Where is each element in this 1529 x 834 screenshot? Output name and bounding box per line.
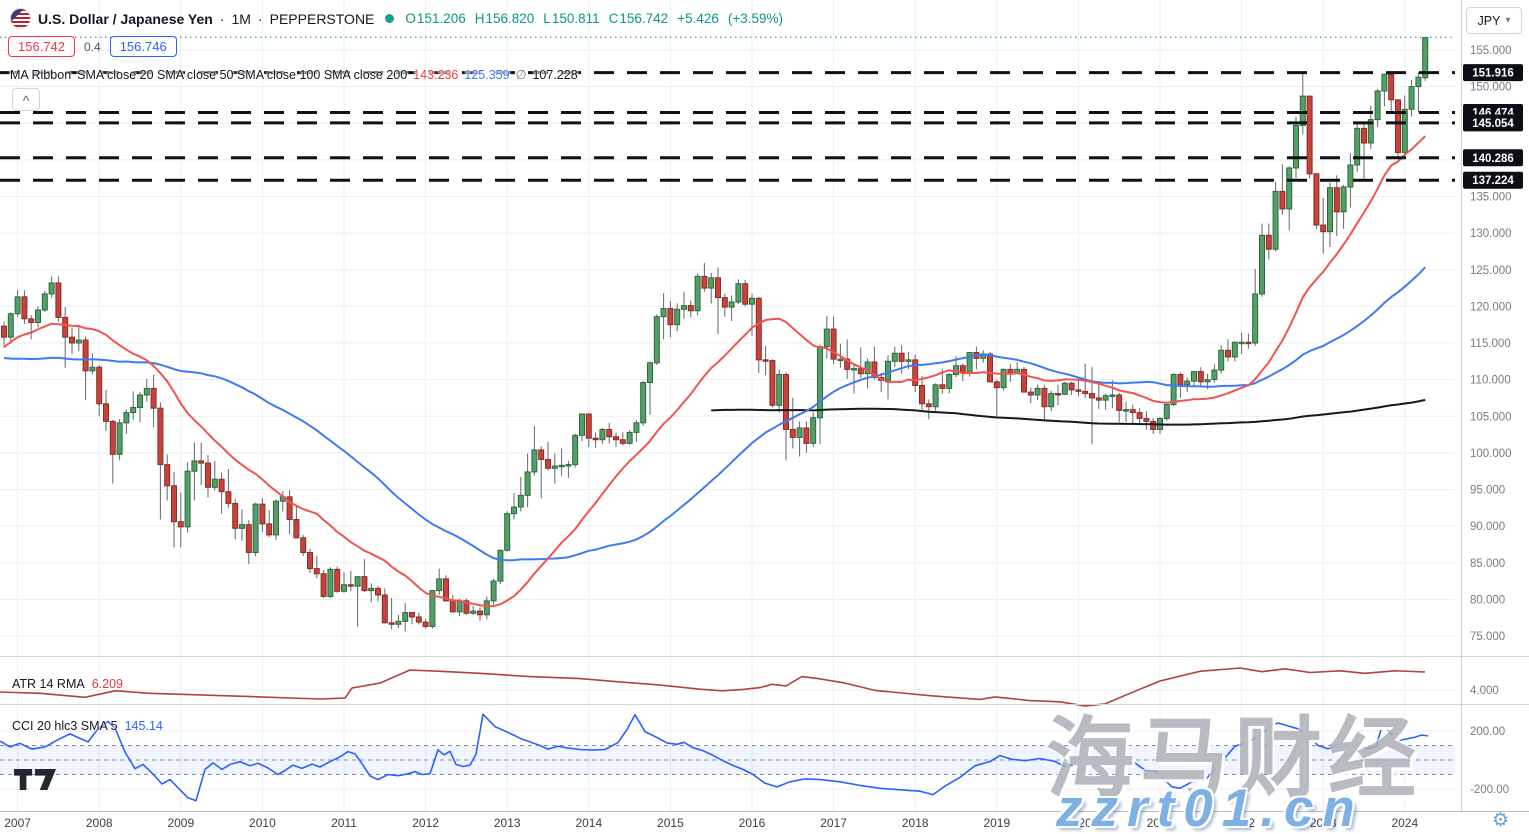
- svg-text:140.286: 140.286: [1472, 153, 1514, 165]
- svg-text:2021: 2021: [1147, 816, 1174, 830]
- svg-text:2023: 2023: [1310, 816, 1337, 830]
- tradingview-logo[interactable]: [14, 769, 56, 795]
- quote-row: 156.742 0.4 156.746: [8, 36, 177, 57]
- svg-text:2020: 2020: [1065, 816, 1092, 830]
- spread-value: 0.4: [84, 39, 101, 54]
- sma50-value: 125.359: [464, 67, 510, 82]
- svg-text:137.224: 137.224: [1472, 175, 1514, 187]
- svg-text:-200.00: -200.00: [1470, 784, 1509, 796]
- sma100-value: ∅: [515, 68, 527, 82]
- atr-legend[interactable]: ATR 14 RMA 6.209: [12, 677, 123, 691]
- svg-text:2019: 2019: [983, 816, 1010, 830]
- svg-text:105.000: 105.000: [1470, 411, 1512, 423]
- svg-text:85.000: 85.000: [1470, 558, 1505, 570]
- separator-dot: ·: [219, 10, 225, 27]
- svg-text:90.000: 90.000: [1470, 521, 1505, 533]
- svg-text:2022: 2022: [1228, 816, 1255, 830]
- symbol-header: U.S. Dollar / Japanese Yen · 1M · PEPPER…: [10, 8, 783, 29]
- svg-text:2010: 2010: [249, 816, 276, 830]
- low-label: L: [543, 11, 551, 26]
- svg-text:100.000: 100.000: [1470, 448, 1512, 460]
- svg-text:2017: 2017: [820, 816, 847, 830]
- atr-title: ATR 14 RMA: [12, 677, 85, 691]
- svg-text:200.00: 200.00: [1470, 726, 1505, 738]
- svg-text:155.000: 155.000: [1470, 45, 1512, 57]
- open-value: 151.206: [416, 11, 466, 26]
- svg-text:110.000: 110.000: [1470, 375, 1511, 387]
- ohlc-readout: O 151.206 H 156.820 L 150.811 C 156.742 +5.4…: [405, 11, 783, 26]
- close-label: C: [608, 11, 619, 26]
- atr-value: 6.209: [91, 677, 123, 691]
- sma200-value: 107.228: [532, 67, 578, 82]
- svg-text:115.000: 115.000: [1470, 338, 1511, 350]
- high-label: H: [474, 11, 485, 26]
- close-value: 156.742: [619, 11, 669, 26]
- open-label: O: [405, 11, 416, 26]
- cci-title: CCI 20 hlc3 SMA 5: [12, 719, 118, 733]
- svg-text:151.916: 151.916: [1472, 68, 1514, 80]
- svg-text:2011: 2011: [331, 816, 357, 830]
- svg-text:2012: 2012: [412, 816, 439, 830]
- currency-label: JPY: [1477, 13, 1501, 28]
- exchange-label[interactable]: PEPPERSTONE: [269, 10, 375, 27]
- change-value: +5.426: [677, 11, 719, 26]
- svg-text:80.000: 80.000: [1470, 594, 1505, 606]
- svg-text:2008: 2008: [86, 816, 113, 830]
- ma-ribbon-legend[interactable]: MA Ribbon SMA close 20 SMA close 50 SMA …: [10, 67, 578, 83]
- svg-text:4.000: 4.000: [1470, 685, 1499, 697]
- symbol-title[interactable]: U.S. Dollar / Japanese Yen: [38, 10, 213, 27]
- symbol-flag-icon: [10, 8, 31, 29]
- cci-value: 145.14: [124, 719, 163, 733]
- cci-legend[interactable]: CCI 20 hlc3 SMA 5 145.14: [12, 719, 163, 733]
- svg-text:2014: 2014: [575, 816, 602, 830]
- collapse-legend-button[interactable]: ^: [12, 88, 40, 111]
- svg-text:2018: 2018: [902, 816, 929, 830]
- svg-text:130.000: 130.000: [1470, 228, 1512, 240]
- gear-icon[interactable]: ⚙: [1492, 810, 1510, 831]
- svg-text:135.000: 135.000: [1470, 192, 1512, 204]
- svg-text:2024: 2024: [1391, 816, 1418, 830]
- ma-ribbon-params: SMA close 20 SMA close 50 SMA close 100 …: [77, 67, 408, 82]
- ma-ribbon-title: MA Ribbon: [10, 67, 72, 82]
- low-value: 150.811: [551, 11, 600, 26]
- svg-text:2007: 2007: [4, 816, 31, 830]
- svg-text:120.000: 120.000: [1470, 301, 1512, 313]
- svg-text:95.000: 95.000: [1470, 485, 1505, 497]
- svg-text:2009: 2009: [167, 816, 194, 830]
- price-axis-currency-button[interactable]: JPY ▾: [1466, 7, 1522, 34]
- svg-text:150.000: 150.000: [1470, 82, 1512, 94]
- svg-text:2016: 2016: [739, 816, 766, 830]
- change-percent: (+3.59%): [727, 11, 784, 26]
- svg-text:2013: 2013: [494, 816, 521, 830]
- sell-button[interactable]: 156.742: [8, 36, 75, 57]
- buy-button[interactable]: 156.746: [109, 36, 177, 57]
- market-status-icon[interactable]: [385, 14, 395, 23]
- svg-text:125.000: 125.000: [1470, 265, 1512, 277]
- chevron-down-icon: ▾: [1505, 15, 1511, 26]
- svg-text:2015: 2015: [657, 816, 684, 830]
- separator-dot: ·: [257, 10, 263, 27]
- high-value: 156.820: [485, 11, 535, 26]
- sma20-value: 143.236: [413, 67, 459, 82]
- svg-text:145.054: 145.054: [1472, 118, 1514, 130]
- interval-button[interactable]: 1M: [231, 10, 251, 27]
- svg-text:75.000: 75.000: [1470, 631, 1505, 643]
